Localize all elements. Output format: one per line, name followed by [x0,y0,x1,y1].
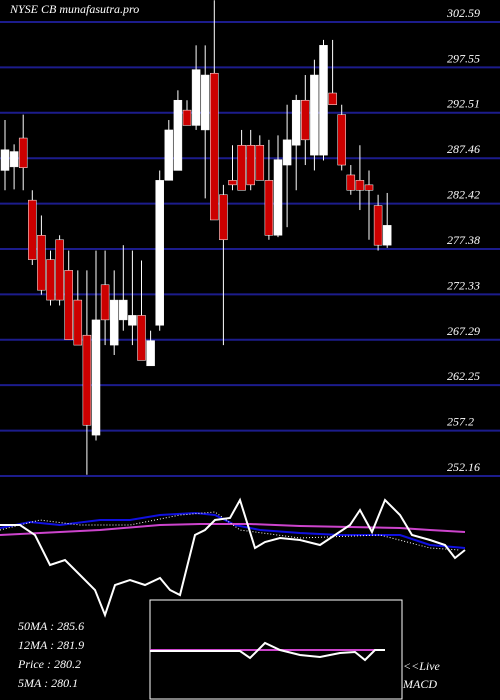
candle-body [273,159,283,236]
candle-body [100,284,110,321]
candle-body [0,149,10,171]
candle-body [319,45,328,156]
annotation: 5MA : 280.1 [18,676,78,690]
candle-body [191,69,201,126]
candle-body [373,205,383,246]
candle-body [28,199,37,260]
candle-body [328,92,337,105]
candle-body [255,144,265,181]
y-tick-label: 287.46 [447,142,480,156]
candle-body [346,174,356,191]
candle-body [46,259,55,301]
candle-body [164,129,174,181]
macd-line [150,641,385,662]
indicator-line [0,511,466,549]
live-label: <<Live [403,659,441,673]
candle-body [301,99,310,141]
candle-body [337,114,346,166]
candle-body [282,139,292,166]
annotation: Price : 280.2 [17,657,81,671]
chart-title: NYSE CB munafasutra.pro [9,2,139,16]
candle-body [355,180,365,191]
candle-body [64,270,73,340]
candle-body [37,235,46,291]
candle-body [82,334,92,426]
annotation: 50MA : 285.6 [18,619,84,633]
y-tick-label: 297.55 [447,51,480,65]
candle-body [228,180,237,186]
y-tick-label: 257.2 [447,415,474,429]
candle-body [137,315,146,361]
y-tick-label: 302.59 [446,6,480,20]
y-tick-label: 252.16 [447,460,480,474]
y-tick-label: 282.42 [447,188,480,202]
candle-body [246,144,255,186]
candle-body [210,72,219,221]
y-tick-label: 267.29 [447,324,480,338]
indicator-line [0,497,466,618]
annotation: 12MA : 281.9 [18,638,84,652]
candle-body [364,184,374,191]
candle-body [173,99,183,171]
candle-body [18,137,28,169]
candle-body [73,299,83,346]
candle-body [128,315,137,326]
candle-body [91,319,101,436]
candle-body [109,299,119,346]
candle-body [291,99,301,146]
candle-body [182,109,192,126]
y-tick-label: 292.51 [447,97,480,111]
candle-body [237,144,246,191]
y-tick-label: 277.38 [447,233,480,247]
candle-body [310,74,319,156]
macd-label: MACD [402,677,437,691]
y-tick-label: 262.25 [447,369,480,383]
candle-body [155,180,164,326]
candle-body [9,151,19,168]
candle-body [264,180,274,236]
candle-body [119,299,128,321]
candle-body [219,194,228,241]
y-tick-label: 272.33 [447,278,480,292]
indicator-line [0,523,466,536]
candle-body [382,225,392,246]
candle-body [146,340,155,367]
candle-body [55,239,64,301]
candle-body [200,74,210,131]
